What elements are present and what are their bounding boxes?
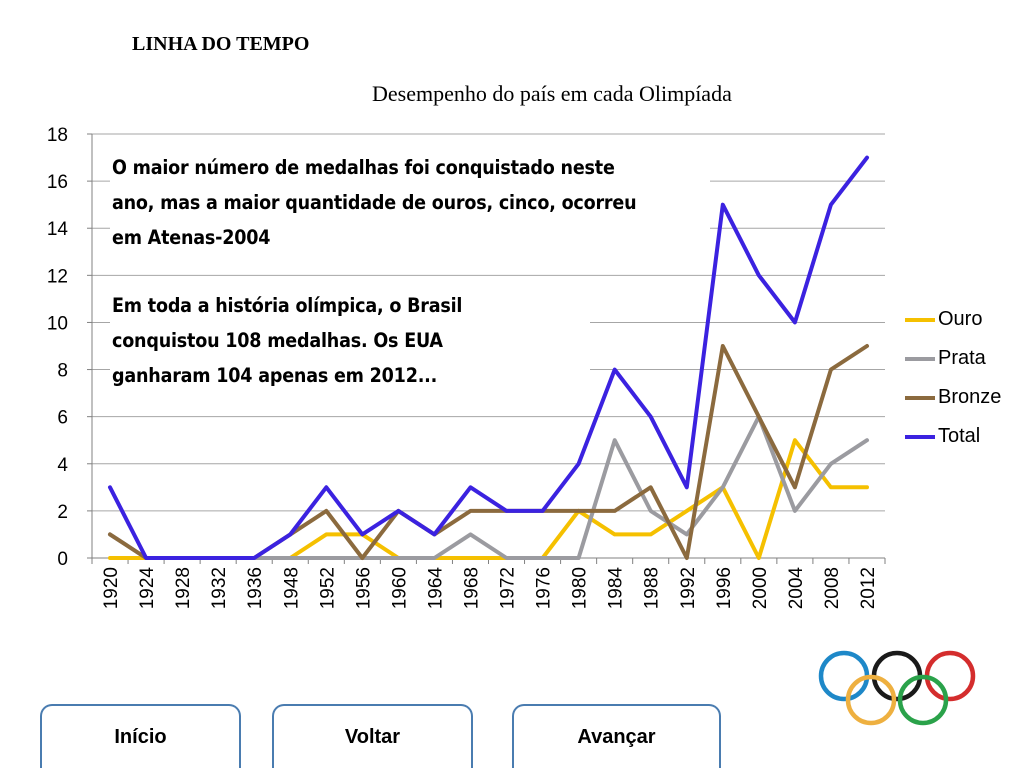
x-tick-label: 2004 — [786, 567, 807, 610]
y-tick-label: 8 — [57, 361, 68, 382]
x-tick-label: 2012 — [858, 567, 879, 609]
y-tick-label: 2 — [57, 502, 68, 523]
chart-legend: Ouro Prata Bronze Total — [905, 300, 1001, 456]
x-tick-label: 1936 — [245, 567, 266, 609]
y-tick-label: 14 — [47, 219, 69, 240]
legend-swatch-prata — [905, 356, 935, 361]
ring-blue — [818, 650, 870, 702]
voltar-button[interactable]: Voltar — [272, 704, 473, 768]
annotation-history: Em toda a história olímpica, o Brasil co… — [110, 288, 590, 393]
legend-label: Prata — [938, 347, 986, 369]
series-line-prata — [108, 414, 869, 560]
legend-item-total: Total — [905, 417, 1001, 456]
x-tick-label: 1976 — [534, 567, 555, 609]
annotation-max-medals: O maior número de medalhas foi conquista… — [110, 150, 710, 255]
legend-item-ouro: Ouro — [905, 300, 1001, 339]
page-title: LINHA DO TEMPO — [132, 33, 310, 55]
y-tick-label: 10 — [47, 313, 68, 334]
ring-yellow — [845, 674, 897, 726]
x-tick-label: 1956 — [353, 567, 374, 609]
series-lines — [108, 155, 869, 560]
annotation-line: O maior número de medalhas foi conquista… — [112, 156, 615, 179]
legend-item-prata: Prata — [905, 339, 1001, 378]
annotation-line: Em toda a história olímpica, o Brasil — [112, 294, 463, 317]
x-tick-label: 2008 — [822, 567, 843, 609]
annotation-line: ganharam 104 apenas em 2012... — [112, 364, 438, 387]
ring-green — [897, 674, 949, 726]
legend-label: Total — [938, 425, 981, 447]
inicio-button[interactable]: Início — [40, 704, 241, 768]
legend-item-bronze: Bronze — [905, 378, 1001, 417]
x-tick-label: 1932 — [209, 567, 230, 609]
chart-title: Desempenho do país em cada Olimpíada — [372, 81, 732, 106]
x-tick-label: 1960 — [389, 567, 410, 609]
x-tick-label: 1984 — [606, 567, 627, 610]
ring-black — [871, 650, 923, 702]
legend-swatch-bronze — [905, 395, 935, 400]
y-tick-label: 0 — [57, 549, 68, 570]
legend-swatch-ouro — [905, 317, 935, 322]
annotation-line: conquistou 108 medalhas. Os EUA — [112, 329, 443, 352]
x-tick-label: 1924 — [137, 567, 158, 610]
y-tick-label: 12 — [47, 266, 68, 287]
ring-red — [924, 650, 976, 702]
x-tick-label: 1920 — [101, 567, 122, 609]
legend-label: Ouro — [938, 308, 983, 330]
x-tick-label: 1928 — [173, 567, 194, 609]
y-tick-label: 6 — [57, 408, 68, 429]
legend-swatch-total — [905, 434, 935, 439]
annotation-line: ano, mas a maior quantidade de ouros, ci… — [112, 191, 637, 214]
x-tick-label: 1988 — [642, 567, 663, 609]
x-tick-label: 1968 — [461, 567, 482, 609]
y-tick-label: 4 — [57, 455, 68, 476]
annotation-line: em Atenas-2004 — [112, 226, 271, 249]
x-tick-label: 1992 — [678, 567, 699, 609]
axes: 0 2 4 6 8 10 12 14 16 18 1920 1924 1928 1932 1936 1948 1… — [47, 125, 886, 610]
olympic-rings-icon — [818, 650, 976, 726]
x-tick-label: 1996 — [714, 567, 735, 609]
legend-label: Bronze — [938, 386, 1002, 408]
y-tick-label: 16 — [47, 172, 68, 193]
y-tick-label: 18 — [47, 125, 68, 146]
x-tick-label: 1952 — [317, 567, 338, 609]
x-tick-label: 1964 — [425, 567, 446, 610]
x-tick-label: 1972 — [498, 567, 519, 609]
x-tick-label: 1980 — [570, 567, 591, 609]
avancar-button[interactable]: Avançar — [512, 704, 721, 768]
x-tick-label: 1948 — [281, 567, 302, 609]
series-line-total — [108, 155, 869, 560]
x-tick-label: 2000 — [750, 567, 771, 609]
